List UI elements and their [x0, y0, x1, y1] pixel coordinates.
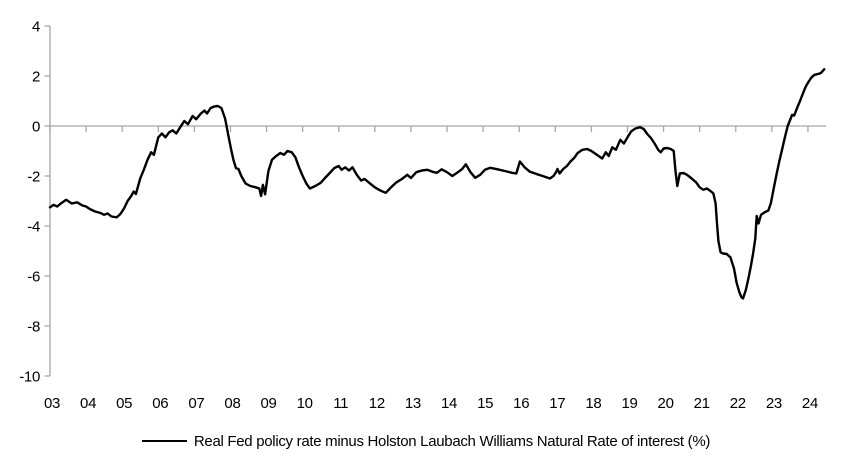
y-tick-label: -4 — [27, 219, 40, 236]
y-tick-label: -2 — [27, 169, 40, 186]
x-tick-label: 09 — [261, 395, 277, 412]
x-tick-label: 11 — [333, 395, 348, 412]
x-tick-label: 03 — [44, 395, 60, 412]
x-tick-label: 10 — [297, 395, 313, 412]
y-tick-label: -6 — [27, 269, 40, 286]
series-group — [48, 68, 826, 300]
y-tick-label: 2 — [32, 69, 40, 86]
x-tick-label: 19 — [621, 395, 637, 412]
x-tick-label: 23 — [766, 395, 782, 412]
y-tick-label: 4 — [32, 19, 40, 36]
x-tick-label: 05 — [116, 395, 132, 412]
x-tick-label: 22 — [730, 395, 746, 412]
legend: Real Fed policy rate minus Holston Lauba… — [0, 431, 852, 451]
x-tick-label: 12 — [369, 395, 385, 412]
x-tick-label: 04 — [80, 395, 96, 412]
x-tick-label: 14 — [441, 395, 457, 412]
x-tick-label: 06 — [152, 395, 168, 412]
y-tick-label: -10 — [19, 369, 40, 386]
x-tick-label: 20 — [658, 395, 674, 412]
series-line — [48, 68, 826, 300]
y-tick-label: -8 — [27, 319, 40, 336]
x-tick-label: 21 — [694, 395, 710, 412]
x-tick-label: 16 — [513, 395, 529, 412]
x-tick-label: 24 — [802, 395, 818, 412]
x-tick-label: 18 — [585, 395, 601, 412]
x-tick-label: 13 — [405, 395, 421, 412]
legend-label: Real Fed policy rate minus Holston Lauba… — [193, 432, 711, 450]
legend-line-sample — [141, 440, 187, 442]
y-tick-label: 0 — [32, 119, 40, 136]
x-tick-label: 17 — [549, 395, 565, 412]
x-tick-label: 15 — [477, 395, 493, 412]
x-tick-label: 07 — [188, 395, 204, 412]
x-tick-label: 08 — [224, 395, 240, 412]
